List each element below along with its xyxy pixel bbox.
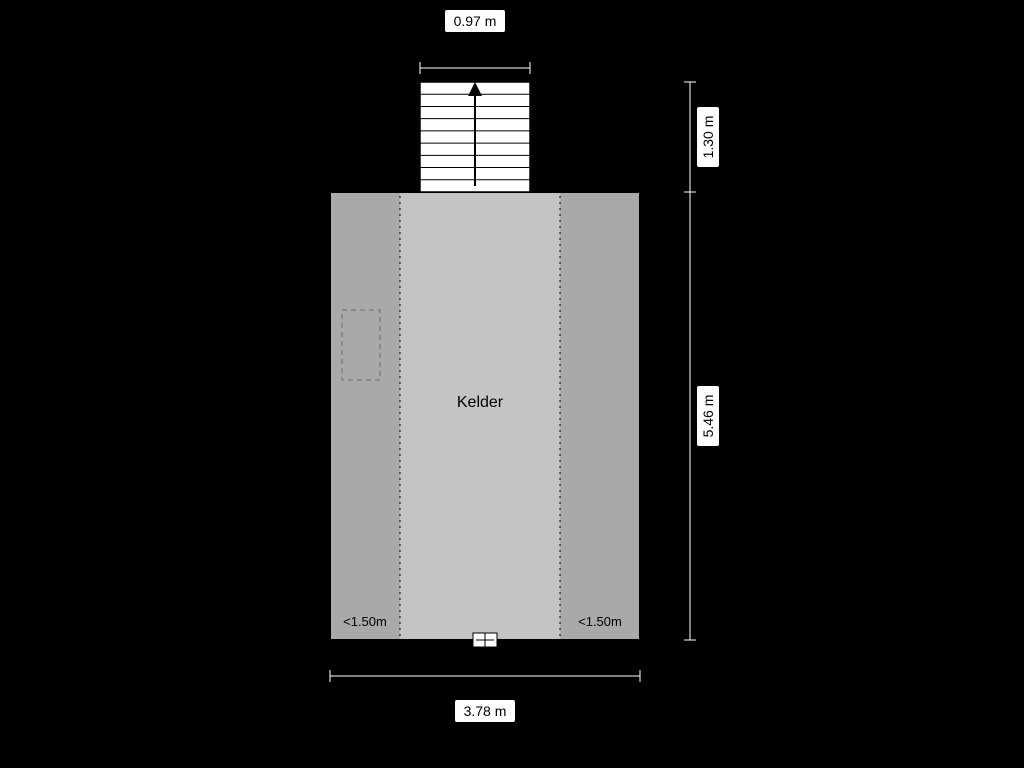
height-label-right: <1.50m [578,614,622,629]
room-center-zone [400,193,560,639]
stairs [420,82,530,192]
room-label: Kelder [457,394,504,411]
dimension-label: 1.30 m [697,107,719,167]
vent-icon [473,633,497,647]
dimension-label: 0.97 m [445,10,505,32]
svg-text:5.46 m: 5.46 m [700,395,716,438]
svg-text:3.78 m: 3.78 m [464,703,507,719]
svg-text:0.97 m: 0.97 m [454,13,497,29]
height-label-left: <1.50m [343,614,387,629]
dimension-label: 3.78 m [455,700,515,722]
dimension-label: 5.46 m [697,386,719,446]
svg-text:1.30 m: 1.30 m [700,116,716,159]
